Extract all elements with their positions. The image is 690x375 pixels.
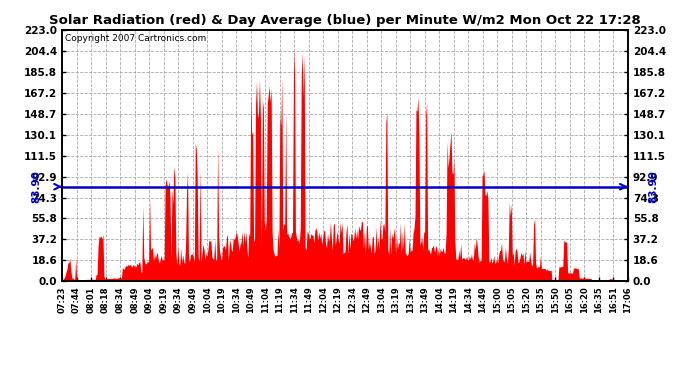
Text: 83.90: 83.90: [32, 170, 41, 203]
Text: Copyright 2007 Cartronics.com: Copyright 2007 Cartronics.com: [65, 34, 206, 43]
Text: 83.90: 83.90: [649, 170, 658, 203]
Title: Solar Radiation (red) & Day Average (blue) per Minute W/m2 Mon Oct 22 17:28: Solar Radiation (red) & Day Average (blu…: [49, 15, 641, 27]
